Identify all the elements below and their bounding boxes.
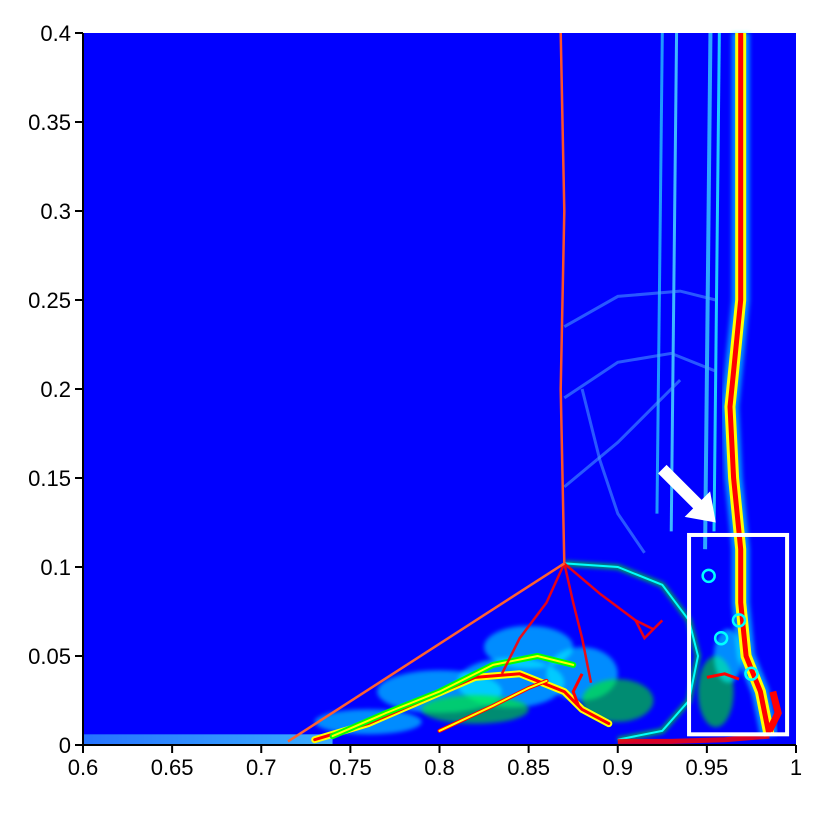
- field-line: [655, 32, 664, 514]
- shock-filament: [500, 562, 566, 675]
- field-line: [669, 32, 679, 532]
- y-tick-label: 0.4: [40, 21, 71, 46]
- interface-foot: [766, 690, 782, 733]
- reflected-wave: [563, 289, 717, 329]
- vortex-blob: [582, 679, 654, 722]
- x-tick-label: 0.8: [424, 755, 455, 780]
- y-tick-label: 0.3: [40, 199, 71, 224]
- arrow-shaft: [658, 464, 705, 512]
- interface-core: [727, 33, 772, 737]
- floor-layer: [83, 734, 333, 745]
- y-tick-label: 0.25: [28, 288, 71, 313]
- vortex-curl: [744, 666, 759, 682]
- swirl-band: [438, 679, 548, 732]
- x-tick-label: 0.75: [329, 755, 372, 780]
- x-tick-label: 0.95: [685, 755, 728, 780]
- arrow-head: [684, 491, 716, 523]
- y-tick-label: 0.05: [28, 644, 71, 669]
- x-tick-label: 1: [790, 755, 802, 780]
- shock-filament: [706, 672, 740, 681]
- vortex-curl: [713, 630, 729, 646]
- highlight-box: [687, 532, 790, 737]
- reflected-wave: [563, 379, 682, 489]
- shock-filament: [571, 673, 584, 707]
- x-tick-label: 0.9: [602, 755, 633, 780]
- annotations: [658, 464, 790, 737]
- bubble-outline: [564, 562, 700, 741]
- vortex-curl: [731, 613, 747, 628]
- reflected-wave: [580, 388, 646, 554]
- x-tick-label: 0.65: [151, 755, 194, 780]
- field-line: [703, 32, 713, 550]
- shock-filament: [563, 562, 654, 631]
- x-tick-label: 0.85: [507, 755, 550, 780]
- vortex-blob: [421, 695, 529, 724]
- y-tick-label: 0.15: [28, 466, 71, 491]
- y-tick-label: 0.2: [40, 377, 71, 402]
- axes: 0.6 0.65 0.7 0.75 0.8 0.85 0.9 0.95 1 0 0.05 0.1 0.1…: [28, 21, 802, 780]
- x-tick-label: 0.6: [68, 755, 99, 780]
- incident-shock: [287, 562, 565, 743]
- shock-filament: [563, 563, 593, 683]
- plot-area: [83, 33, 796, 745]
- reflected-wave: [563, 351, 717, 400]
- y-tick-label: 0: [59, 733, 71, 758]
- shock-filament: [634, 619, 664, 641]
- field-line: [712, 32, 721, 532]
- y-tick-label: 0.35: [28, 110, 71, 135]
- vortex-curl: [701, 568, 716, 584]
- x-tick-label: 0.7: [246, 755, 277, 780]
- mach-stem: [559, 32, 566, 564]
- vortex-blob: [714, 629, 743, 683]
- field-layer: [83, 32, 782, 745]
- swirl-band: [331, 655, 575, 738]
- y-tick-label: 0.1: [40, 555, 71, 580]
- interface-floor: [617, 733, 770, 744]
